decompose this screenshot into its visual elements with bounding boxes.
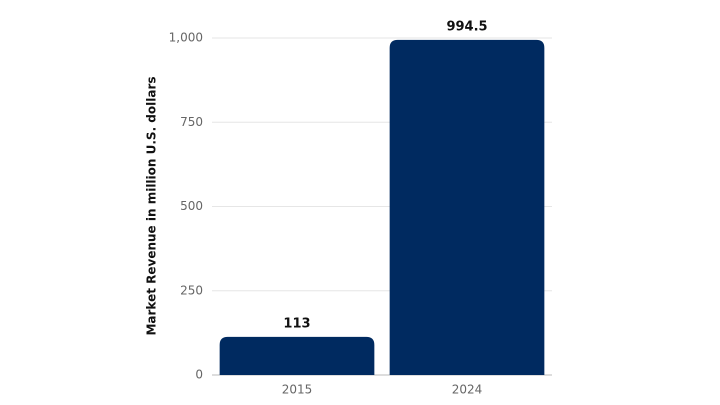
data-label: 113: [283, 316, 310, 331]
data-label: 994.5: [446, 19, 487, 34]
y-tick-label: 0: [195, 368, 203, 382]
x-tick-label: 2024: [452, 383, 483, 397]
y-tick-label: 250: [180, 283, 203, 297]
x-tick-label: 2015: [282, 383, 313, 397]
y-tick-label: 1,000: [169, 31, 203, 45]
bar: [219, 336, 375, 375]
y-tick-label: 500: [180, 199, 203, 213]
bar: [389, 39, 545, 375]
y-tick-label: 750: [180, 115, 203, 129]
y-axis-label: Market Revenue in million U.S. dollars: [145, 76, 159, 335]
